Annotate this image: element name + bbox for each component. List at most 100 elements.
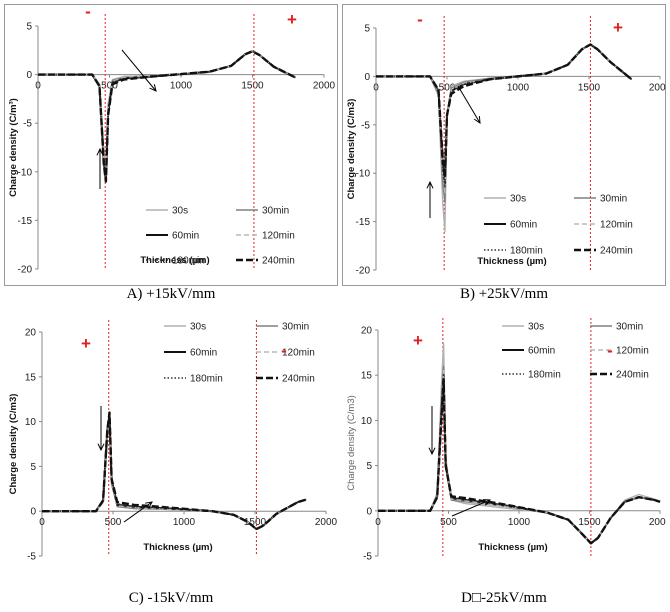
legend-label: 240min [282,374,315,385]
y-tick-label: 15 [361,371,373,382]
legend-label: 30min [282,322,309,333]
x-tick-label: 500 [440,517,457,528]
annotation-arrow-head [145,501,153,509]
series-line-30s [38,50,296,173]
caption-b: B) +25kV/mm [459,286,549,302]
annotation-arrow-head [426,180,434,189]
series-line-60min [376,43,633,184]
x-tick-label: 1500 [578,517,601,528]
panel-d: 20 15 10 5 0 -5 0 500 1000 1500 2000 Thickness (µm)… [342,312,666,590]
y-tick-label: 0 [26,70,32,81]
series-line-30min [376,43,633,203]
annotation-arrow-head [428,447,436,456]
legend-label: 30s [528,322,544,333]
polarity-sign-right: - [281,341,287,360]
y-tick-label: -15 [18,216,33,227]
x-tick-label: 1000 [508,517,531,528]
legend-label: 120min [600,220,633,231]
polarity-sign-left: - [85,4,91,21]
chart-c: 20 15 10 5 0 -5 0 500 1000 1500 2000 Thickness (µm)… [8,320,338,563]
y-tick-label: -5 [363,552,372,563]
y-axis-label: Charge density (C/m3) [346,395,357,491]
series-line-180min [38,50,296,181]
y-tick-label: 5 [26,22,32,33]
y-tick-label: 0 [364,72,370,83]
x-tick-label: 500 [439,82,456,93]
polarity-sign-right: + [287,10,297,29]
y-tick-label: -20 [18,265,33,276]
series-line-30min [42,418,307,530]
legend-label: 60min [190,348,217,359]
legend-label: 30s [510,194,526,205]
annotation-arrow-head [96,147,104,156]
y-tick-label: -10 [356,169,371,180]
panel-a: 5 0 -5 -10 -15 -20 0 500 1000 1500 2000 Thickness (… [4,4,338,286]
x-tick-label: 0 [375,517,381,528]
legend-label: 180min [190,374,223,385]
legend-label: 30s [172,206,188,217]
series-line-180min [376,43,633,189]
y-tick-label: 0 [366,506,372,517]
polarity-sign-left: + [81,334,91,353]
chart-a: 5 0 -5 -10 -15 -20 0 500 1000 1500 2000 Thickness (… [4,4,338,286]
legend-label: 240min [616,370,649,381]
annotation-arrow [123,501,153,523]
x-axis-label: Thickness (µm) [140,255,209,266]
polarity-sign-left: - [417,10,423,29]
panel-border [342,4,666,286]
annotation-arrow-head [482,499,492,506]
annotation-arrow [451,499,491,517]
y-axis-label: Charge density (C/m3) [8,394,19,495]
y-tick-label: 5 [30,462,36,473]
chart-d: 20 15 10 5 0 -5 0 500 1000 1500 2000 Thickness (µm)… [346,318,666,563]
x-tick-label: 500 [101,81,118,92]
legend-label: 240min [262,256,295,267]
y-tick-label: 20 [25,328,37,339]
series-line-240min [42,411,307,531]
legend-label: 60min [172,231,199,242]
y-tick-label: -5 [23,119,32,130]
polarity-sign-left: + [413,331,423,350]
y-tick-label: 15 [25,372,37,383]
y-tick-label: 5 [364,24,370,35]
x-tick-label: 1500 [578,82,601,93]
caption-c: C) -15kV/mm [128,590,214,606]
y-tick-label: -10 [18,167,33,178]
legend-label: 180min [172,256,205,267]
x-axis-label: Thickness (µm) [478,542,547,553]
x-tick-label: 1000 [173,517,196,528]
legend-label: 120min [616,346,649,357]
y-tick-label: 20 [361,326,373,337]
series-line-30min [38,50,296,178]
x-tick-label: 1000 [507,82,530,93]
series-line-120min [42,417,307,530]
y-tick-label: -20 [356,266,371,277]
y-tick-label: 10 [361,416,373,427]
legend-label: 60min [510,220,537,231]
x-tick-label: 0 [39,517,45,528]
x-tick-label: 2000 [649,82,666,93]
series-line-120min [38,50,296,178]
y-tick-label: 10 [25,417,37,428]
chart-b: 5 0 -5 -10 -15 -20 0 500 1000 1500 2000 Thickness (… [342,4,666,286]
legend-label: 120min [282,348,315,359]
y-tick-label: -5 [27,552,36,563]
annotation-arrow [457,85,481,124]
legend-label: 120min [262,231,295,242]
series-line-180min [378,372,661,545]
polarity-sign-right: + [613,18,623,37]
legend-label: 240min [600,246,633,257]
x-tick-label: 500 [105,517,122,528]
x-tick-label: 1500 [241,81,264,92]
polarity-sign-right: - [607,341,613,360]
y-tick-label: 5 [366,461,372,472]
legend-label: 60min [528,346,555,357]
legend-label: 30min [616,322,643,333]
legend-label: 30min [600,194,627,205]
caption-a: A) +15kV/mm [126,286,216,302]
legend-label: 30s [190,322,206,333]
panel-c: 20 15 10 5 0 -5 0 500 1000 1500 2000 Thickness (µm)… [4,312,338,590]
series-line-30s [376,43,633,233]
annotation-arrow [121,49,157,92]
annotation-arrow-head [473,115,481,124]
